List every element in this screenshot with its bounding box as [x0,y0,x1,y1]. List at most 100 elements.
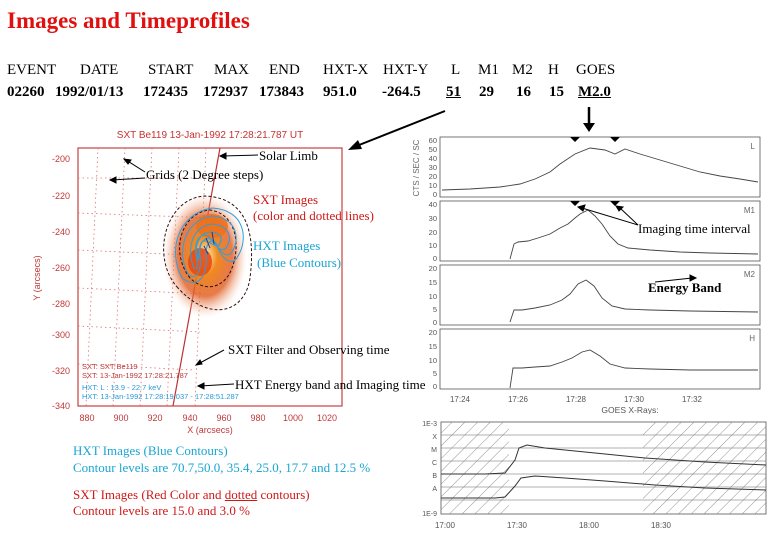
svg-text:1000: 1000 [283,413,303,423]
x-axis-label: X (arcsecs) [187,425,233,435]
col-l: L [451,62,460,79]
col-end: END [269,62,300,79]
svg-text:920: 920 [147,413,162,423]
svg-text:5: 5 [433,369,437,378]
svg-text:40: 40 [429,200,437,209]
band-label-l: L [751,142,756,151]
info-sxt-filter: SXT: SXT Be119 [82,362,138,371]
svg-text:-320: -320 [52,366,70,376]
svg-text:30: 30 [429,163,437,172]
value-goes: M2.0 [578,84,611,101]
value-date: 1992/01/13 [55,84,123,101]
x-axis-ticks: 880 900 920 940 960 980 1000 1020 [79,413,337,423]
note-hxt-title: HXT Images (Blue Contours) [73,443,228,459]
page-title: Images and Timeprofiles [7,8,250,34]
annotation-imaging-interval: Imaging time interval [638,221,751,237]
svg-text:60: 60 [429,136,437,145]
svg-text:900: 900 [113,413,128,423]
svg-text:960: 960 [216,413,231,423]
value-l: 51 [446,84,461,101]
image-header: SXT Be119 13-Jan-1992 17:28:21.787 UT [117,130,303,141]
annotation-hxt-energy: HXT Energy band and Imaging time [235,377,426,393]
value-m2: 16 [516,84,531,101]
svg-text:17:28: 17:28 [566,395,587,404]
svg-text:15: 15 [429,342,437,351]
value-h: 15 [549,84,564,101]
svg-text:0: 0 [433,254,437,263]
svg-text:20: 20 [429,264,437,273]
goes-y-ticks: 1E-3 X M C B A 1E-9 [422,421,437,518]
value-event: 02260 [7,84,45,101]
goes-x-ticks: 17:00 17:30 18:00 18:30 [435,521,672,530]
svg-text:10: 10 [429,292,437,301]
svg-text:18:30: 18:30 [651,521,672,530]
info-hxt-time: HXT: 13-Jan-1992 17:28:19.037 - 17:28:51… [82,392,239,401]
svg-text:M: M [431,447,437,454]
svg-text:17:24: 17:24 [450,395,471,404]
annotation-sxt-images-detail: (color and dotted lines) [253,208,374,224]
info-sxt-time: SXT: 13-Jan-1992 17:28:21.787 [82,371,188,380]
svg-text:10: 10 [429,181,437,190]
svg-text:-340: -340 [52,401,70,411]
value-max: 172937 [203,84,248,101]
note-sxt-levels: Contour levels are 15.0 and 3.0 % [73,503,250,519]
annotation-hxt-images: HXT Images [253,238,320,254]
timeprofile-x-ticks: 17:24 17:26 17:28 17:30 17:32 [450,395,703,404]
note-hxt-levels: Contour levels are 70.7,50.0, 35.4, 25.0… [73,460,370,476]
note-sxt-title: SXT Images (Red Color and dotted contour… [73,487,310,503]
svg-text:40: 40 [429,154,437,163]
svg-text:5: 5 [433,305,437,314]
svg-text:X: X [432,434,437,441]
svg-text:17:30: 17:30 [507,521,528,530]
annotation-grids: Grids (2 Degree steps) [146,167,263,183]
svg-text:18:00: 18:00 [579,521,600,530]
svg-text:-280: -280 [52,299,70,309]
col-hxt-x: HXT-X [323,62,368,79]
timeprofile-y-ticks: 60 50 40 30 20 10 0 40 30 20 10 0 20 15 … [429,136,437,391]
svg-text:0: 0 [433,318,437,327]
col-h: H [548,62,559,79]
col-date: DATE [80,62,118,79]
annotation-sxt-images: SXT Images [253,192,318,208]
annotation-solar-limb: Solar Limb [259,148,318,164]
col-max: MAX [214,62,249,79]
svg-text:880: 880 [79,413,94,423]
hxt-timeprofile-plot: L M1 M2 H 60 50 40 30 20 10 0 40 30 20 1… [410,132,772,414]
svg-text:0: 0 [433,382,437,391]
svg-text:17:30: 17:30 [624,395,645,404]
col-m2: M2 [512,62,533,79]
svg-text:17:00: 17:00 [435,521,456,530]
svg-text:980: 980 [250,413,265,423]
col-start: START [148,62,193,79]
svg-text:940: 940 [182,413,197,423]
panel-h [440,329,760,389]
svg-text:17:26: 17:26 [508,395,529,404]
svg-text:15: 15 [429,278,437,287]
y-axis-label: Y (arcsecs) [32,255,42,300]
svg-text:A: A [432,486,437,493]
svg-text:0: 0 [433,190,437,199]
svg-text:1E-9: 1E-9 [422,511,437,518]
annotation-sxt-filter: SXT Filter and Observing time [228,342,390,358]
goes-title: GOES X-Rays: [601,405,658,414]
band-label-h: H [749,334,755,343]
col-goes: GOES [576,62,615,79]
svg-text:20: 20 [429,328,437,337]
col-hxt-y: HXT-Y [383,62,428,79]
svg-text:B: B [432,473,437,480]
col-event: EVENT [7,62,56,79]
timeprofile-y-label: CTS / SEC / SC [412,139,421,196]
band-label-m1: M1 [744,206,756,215]
value-start: 172435 [143,84,188,101]
value-end: 173843 [259,84,304,101]
annotation-energy-band: Energy Band [648,280,721,296]
svg-text:10: 10 [429,241,437,250]
svg-text:-300: -300 [52,330,70,340]
annotation-hxt-images-detail: (Blue Contours) [257,255,341,271]
svg-text:1020: 1020 [317,413,337,423]
value-hxt-y: -264.5 [382,84,421,101]
svg-text:-240: -240 [52,227,70,237]
svg-text:C: C [432,460,437,467]
svg-text:-260: -260 [52,263,70,273]
value-m1: 29 [479,84,494,101]
